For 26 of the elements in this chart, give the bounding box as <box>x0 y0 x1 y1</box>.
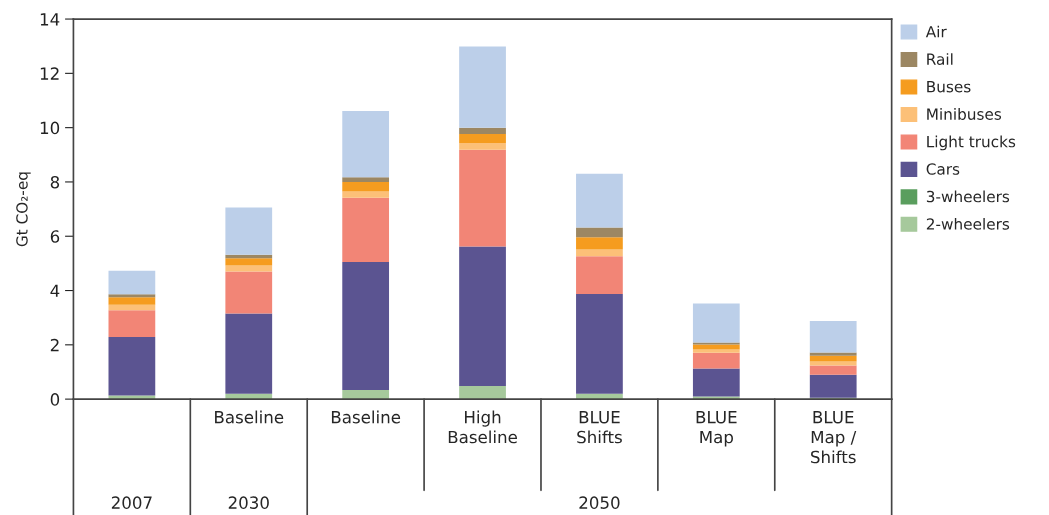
legend-label: Light trucks <box>927 135 1016 151</box>
legend-label: Buses <box>927 81 971 93</box>
y-tick-label: 12 <box>40 67 59 80</box>
text: 2050 <box>579 496 620 509</box>
x-tick-label: Baseline <box>215 410 284 424</box>
y-tick-label: 4 <box>50 284 60 297</box>
x-tick-label: BLUE Shifts <box>577 411 622 444</box>
legend-label: Air <box>925 25 947 38</box>
x-tick-label: Baseline <box>331 410 401 424</box>
x-tick-label: BLUE Map / Shifts <box>811 411 857 464</box>
y-tick-label: 0 <box>50 393 60 406</box>
legend-label: 2-wheelers <box>926 217 1010 230</box>
legend-label: Cars <box>926 163 960 175</box>
x-tick-label: High Baseline <box>448 410 517 444</box>
y-tick-label: 6 <box>50 230 60 243</box>
y-tick-label: 10 <box>40 121 60 135</box>
x-tick-label: BLUE Map <box>696 411 737 447</box>
text: 2007 <box>111 496 152 509</box>
y-tick-label: 2 <box>50 338 59 352</box>
y-tick-label: 14 <box>40 13 60 26</box>
y-tick-label: 8 <box>50 175 60 189</box>
legend-label: Minibuses <box>927 108 1002 120</box>
legend-label: Rail <box>927 53 953 65</box>
y-axis-title: Gt CO₂-eq <box>16 172 31 247</box>
text: 2030 <box>228 496 269 509</box>
legend-label: 3-wheelers <box>926 190 1010 203</box>
